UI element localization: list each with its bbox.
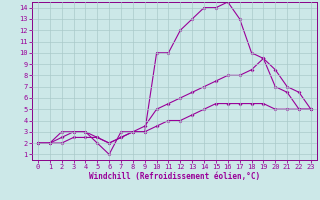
- X-axis label: Windchill (Refroidissement éolien,°C): Windchill (Refroidissement éolien,°C): [89, 172, 260, 181]
